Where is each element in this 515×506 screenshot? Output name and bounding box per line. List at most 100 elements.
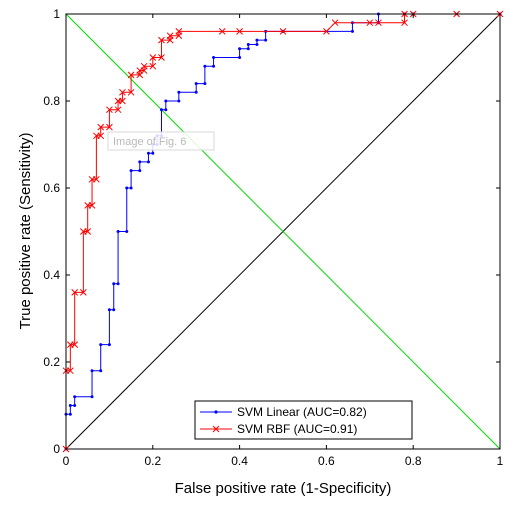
- series-1-point: [158, 54, 165, 61]
- series-0-point: [350, 29, 354, 33]
- series-1-point: [149, 54, 157, 61]
- y-tick-label: 0.4: [43, 268, 60, 282]
- series-1-point: [80, 289, 87, 296]
- series-1-point: [366, 19, 374, 27]
- series-0-point: [90, 395, 94, 399]
- series-1-point: [323, 28, 330, 35]
- series-1-point: [127, 71, 135, 79]
- x-axis-title: False positive rate (1-Specificity): [175, 480, 392, 497]
- y-tick-label: 0: [53, 442, 60, 456]
- legend-linear-marker: [214, 410, 218, 414]
- series-0-point: [68, 404, 72, 407]
- ticks-layer: 0 0.2 0.4 0.6 0.8 1 0 0.2 0.4 0.6 0.8 1: [43, 7, 503, 468]
- series-1-point: [279, 28, 287, 35]
- series-0-point: [107, 308, 111, 312]
- series-1-point: [97, 123, 105, 131]
- series-0-point: [177, 99, 181, 103]
- series-1-point: [401, 19, 408, 27]
- series-3-line: [65, 13, 501, 450]
- series-0-point: [90, 369, 94, 373]
- series-0-point: [255, 38, 259, 42]
- series-0-point: [246, 42, 250, 46]
- series-0-point: [138, 160, 142, 164]
- series-0-point: [212, 64, 216, 68]
- series-0-point: [177, 90, 181, 94]
- series-0-point: [129, 169, 133, 173]
- series-1-point: [66, 367, 74, 375]
- series-1-point: [236, 28, 243, 35]
- x-tick-label: 1: [497, 454, 504, 468]
- series-1-point: [149, 62, 157, 70]
- series-1-point: [175, 28, 183, 35]
- y-axis-title: True positive rate (Sensitivity): [17, 132, 34, 329]
- series-1-point: [106, 106, 113, 114]
- series-1-point: [97, 132, 105, 140]
- series-0-point: [212, 56, 216, 59]
- series-1-point: [218, 28, 226, 35]
- series-1-point: [71, 341, 79, 348]
- series-1-point: [166, 32, 174, 40]
- series-0-point: [194, 90, 198, 94]
- watermark: Image of Fig. 6: [107, 131, 215, 151]
- series-1-point: [106, 123, 113, 131]
- series-0-point: [99, 343, 103, 347]
- x-tick-label: 0.2: [144, 454, 161, 468]
- series-0-point: [125, 230, 129, 233]
- series-1-point: [119, 88, 126, 96]
- series-0-point: [99, 369, 103, 373]
- series-0-point: [125, 186, 129, 190]
- series-0-point: [151, 151, 155, 155]
- x-tick-label: 0.4: [231, 454, 248, 468]
- series-0-point: [129, 186, 133, 190]
- y-tick-label: 1: [53, 7, 60, 21]
- series-0-point: [112, 308, 116, 312]
- series-0-point: [73, 395, 77, 399]
- legend-box: [194, 400, 413, 440]
- series-0-point: [146, 160, 150, 164]
- series-1-point: [88, 202, 96, 209]
- y-tick-label: 0.2: [43, 355, 60, 369]
- series-0-point: [194, 82, 198, 86]
- series-1-point: [93, 175, 100, 183]
- series-0-point: [246, 47, 250, 51]
- series-1: [62, 10, 504, 453]
- series-0-point: [146, 151, 150, 155]
- series-0-point: [159, 108, 163, 112]
- series-1-point: [158, 36, 165, 44]
- series-1-point: [140, 62, 148, 70]
- series-0-point: [116, 282, 120, 286]
- series-1-point: [127, 88, 135, 96]
- series-0-point: [116, 230, 120, 233]
- series-0-point: [164, 99, 168, 103]
- series-0-point: [68, 412, 72, 416]
- x-tick-label: 0: [63, 454, 70, 468]
- y-tick-label: 0.6: [43, 181, 60, 195]
- series-0-point: [203, 82, 207, 86]
- series-0-point: [238, 56, 242, 59]
- series-0-point: [264, 38, 268, 42]
- series-0-point: [238, 47, 242, 51]
- series-1-point: [119, 97, 126, 105]
- watermark-label: Image of Fig. 6: [113, 136, 186, 148]
- series-1-point: [84, 228, 92, 235]
- legend: SVM Linear (AUC=0.82) SVM RBF (AUC=0.91): [194, 400, 413, 440]
- series-1-point: [114, 106, 122, 114]
- series-0-point: [255, 42, 259, 46]
- plot-area-frame: [65, 13, 501, 450]
- series-3: [65, 13, 501, 450]
- series-1-point: [331, 19, 339, 27]
- series-1-point: [375, 19, 382, 27]
- x-tick-label: 0.6: [318, 454, 335, 468]
- series-1-point: [71, 289, 79, 296]
- x-tick-label: 0.8: [405, 454, 422, 468]
- series-0-point: [138, 169, 142, 173]
- series-0-point: [107, 343, 111, 347]
- series-0-point: [112, 282, 116, 286]
- watermark-box: [107, 131, 215, 151]
- reference-lines: [65, 13, 501, 450]
- legend-linear-label: SVM Linear (AUC=0.82): [237, 405, 367, 419]
- y-tick-label: 0.8: [43, 94, 60, 108]
- series-0-point: [203, 64, 207, 68]
